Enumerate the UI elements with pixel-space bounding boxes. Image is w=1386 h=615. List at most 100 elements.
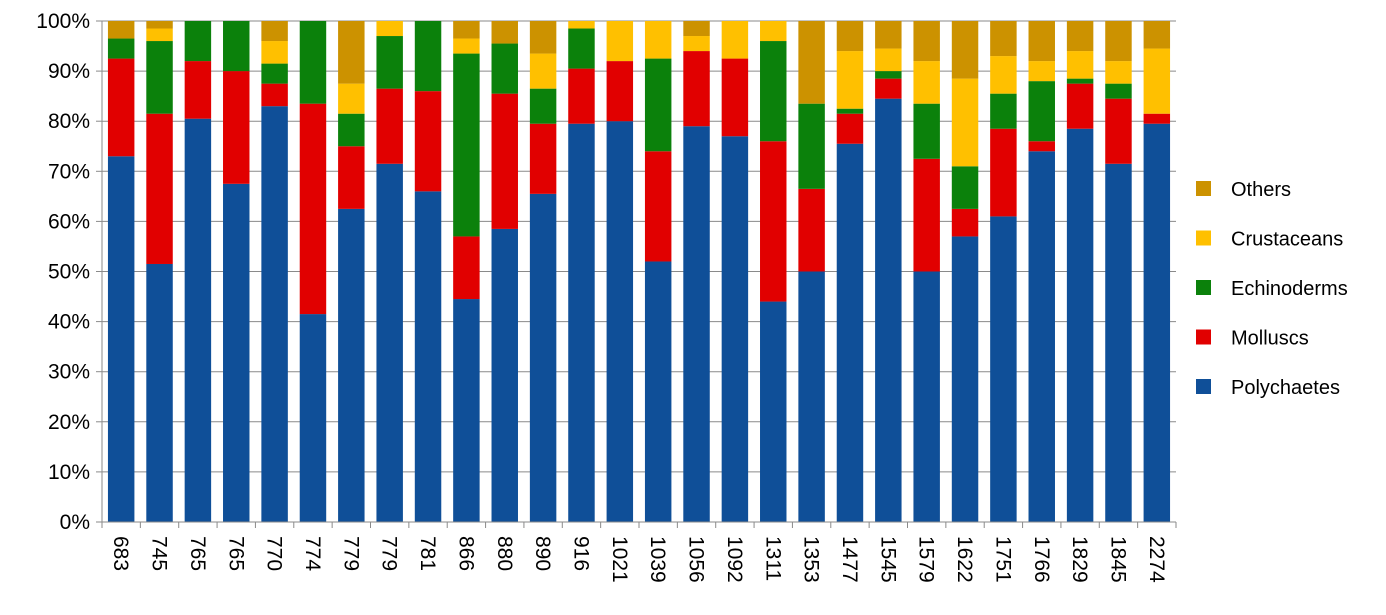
bar-segment-polychaetes [721, 136, 749, 523]
y-tick-label: 50% [48, 261, 90, 284]
bar-segment-polychaetes [683, 126, 710, 523]
bar-segment-others [683, 21, 710, 37]
y-tick-label: 30% [48, 361, 90, 384]
y-tick-label: 20% [48, 411, 90, 434]
x-axis-tick-labels: 683 745 765 765 770 774 779 779 781 866 880 890 916 1… [109, 536, 1168, 583]
bar-segment-molluscs [990, 128, 1017, 217]
x-tick-label: 890 [531, 536, 554, 571]
bar-segment-others [836, 21, 864, 52]
bar-segment-echinoderms [223, 21, 250, 72]
bar-segment-crustaceans [644, 21, 672, 59]
bar-segment-polychaetes [1028, 151, 1055, 522]
x-tick-label: 779 [339, 536, 362, 571]
y-axis-tick-labels: 0% 10% 20% 30% 40% 50% 60% 70% 80% 90% 100% [36, 10, 90, 534]
bar-segment-molluscs [1143, 113, 1171, 124]
bar-segment-echinoderms [261, 63, 288, 84]
bar-segment-echinoderms [299, 21, 327, 104]
y-tick-label: 40% [48, 311, 90, 334]
bar-segment-polychaetes [338, 208, 365, 522]
bar-segment-polychaetes [644, 261, 672, 522]
bar-segment-polychaetes [606, 121, 634, 522]
x-tick-label: 1845 [1106, 536, 1129, 583]
bar-segment-others [1028, 21, 1055, 62]
bar-segment-molluscs [760, 141, 787, 302]
bar-segment-molluscs [951, 208, 979, 237]
bar-segment-echinoderms [1066, 78, 1094, 84]
x-tick-label: 779 [378, 536, 401, 571]
bar-segment-echinoderms [184, 21, 212, 62]
bar-segment-others [913, 21, 940, 62]
bar-segment-molluscs [798, 188, 825, 272]
legend-label: Polychaetes [1231, 377, 1340, 399]
bar-segment-others [529, 21, 557, 54]
bar-segment-crustaceans [1066, 51, 1094, 79]
bar-segment-molluscs [376, 88, 403, 164]
bar-segment-molluscs [261, 83, 288, 107]
bar-segment-echinoderms [644, 58, 672, 152]
bar-segment-polychaetes [529, 193, 557, 522]
bar-segment-others [107, 21, 135, 39]
legend-label: Echinoderms [1231, 278, 1348, 300]
x-tick-label: 1039 [646, 536, 669, 583]
bar-segment-echinoderms [568, 28, 595, 69]
y-tick-label: 100% [36, 10, 90, 33]
bar-segment-molluscs [491, 93, 518, 229]
legend-swatch [1196, 379, 1211, 394]
bar-segment-echinoderms [529, 88, 557, 124]
x-tick-label: 1829 [1068, 536, 1091, 583]
bar-segment-crustaceans [721, 21, 749, 59]
bar-segment-crustaceans [146, 28, 173, 42]
bar-segment-polychaetes [184, 118, 212, 522]
bar-segment-molluscs [913, 158, 940, 272]
bar-segment-echinoderms [1105, 83, 1132, 99]
x-tick-label: 781 [416, 536, 439, 571]
legend-swatch [1196, 181, 1211, 196]
bar-segment-molluscs [299, 103, 327, 315]
bar-segment-polychaetes [568, 123, 595, 522]
x-tick-label: 765 [224, 536, 247, 571]
bar-segment-polychaetes [299, 314, 327, 522]
bar-segment-molluscs [875, 78, 902, 99]
bar-segment-crustaceans [338, 83, 365, 114]
bar-segment-polychaetes [760, 301, 787, 522]
bar-segment-crustaceans [529, 53, 557, 89]
bar-segment-echinoderms [836, 108, 864, 114]
bar-segment-others [146, 21, 173, 29]
x-tick-label: 1021 [608, 536, 631, 583]
x-tick-label: 866 [454, 536, 477, 571]
bar-segment-molluscs [836, 113, 864, 144]
x-tick-label: 1751 [991, 536, 1014, 583]
bar-segment-molluscs [453, 236, 480, 300]
y-tick-label: 60% [48, 210, 90, 233]
bar-segment-molluscs [606, 61, 634, 122]
legend-swatch [1196, 280, 1211, 295]
bar-segment-crustaceans [376, 21, 403, 37]
bar-segment-molluscs [184, 61, 212, 119]
x-tick-label: 1766 [1030, 536, 1053, 583]
legend: Others Crustaceans Echinoderms Molluscs Poly… [1196, 179, 1348, 399]
bar-segment-crustaceans [453, 38, 480, 54]
bar-segment-molluscs [414, 91, 442, 192]
y-tick-label: 70% [48, 160, 90, 183]
x-tick-label: 1311 [761, 536, 784, 581]
bar-segment-crustaceans [606, 21, 634, 62]
bar-segment-others [261, 21, 288, 42]
x-tick-label: 683 [109, 536, 132, 571]
bar-segment-crustaceans [1105, 61, 1132, 84]
x-tick-label: 1092 [723, 536, 746, 583]
bar-segment-others [875, 21, 902, 49]
bar-segment-crustaceans [1143, 48, 1171, 114]
bar-segment-molluscs [721, 58, 749, 137]
bars [107, 21, 1171, 523]
bar-segment-others [990, 21, 1017, 57]
bar-segment-others [338, 21, 365, 84]
bar-segment-molluscs [1105, 98, 1132, 164]
bar-segment-crustaceans [875, 48, 902, 72]
y-tick-label: 10% [48, 461, 90, 484]
bar-segment-polychaetes [875, 98, 902, 522]
bar-segment-crustaceans [990, 56, 1017, 94]
bar-segment-others [1143, 21, 1171, 49]
bar-segment-polychaetes [990, 216, 1017, 522]
bar-segment-others [798, 21, 825, 104]
x-tick-label: 1545 [876, 536, 899, 583]
